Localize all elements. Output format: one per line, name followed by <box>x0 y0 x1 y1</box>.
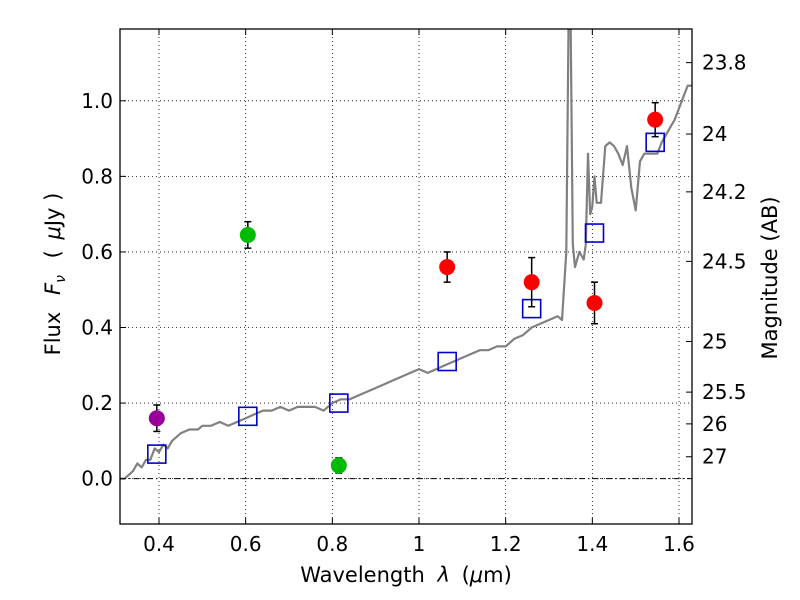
x-tick-label: 1.4 <box>576 532 608 556</box>
x-axis-label: Wavelength λ (μm) <box>300 563 512 587</box>
y2-tick-label: 23.8 <box>702 51 747 75</box>
y-tick-label: 1.0 <box>81 89 113 113</box>
x-tick-label: 1 <box>413 532 426 556</box>
y2-tick-label: 26 <box>702 412 727 436</box>
x-tick-label: 0.4 <box>143 532 175 556</box>
model-square-point <box>238 406 258 427</box>
model-square-point <box>437 351 457 372</box>
plot-area <box>120 29 692 480</box>
data-point <box>586 294 603 311</box>
x-tick-label: 0.6 <box>230 532 262 556</box>
x-tick-label: 1.2 <box>490 532 522 556</box>
spectrum-line <box>120 29 692 480</box>
y2-tick-label: 27 <box>702 445 727 469</box>
y2-tick-label: 25.5 <box>702 380 747 404</box>
data-point <box>330 457 347 474</box>
plot-frame <box>119 28 693 525</box>
y-axis: 0.0 0.2 0.4 0.6 0.8 1.0 <box>81 89 126 491</box>
x-axis: 0.4 0.6 0.8 1 1.2 1.4 1.6 <box>143 29 695 556</box>
x-tick-label: 0.8 <box>316 532 348 556</box>
model-square-point <box>584 223 605 243</box>
grid <box>120 29 692 524</box>
data-point <box>647 111 664 128</box>
y2-tick-label: 24 <box>702 122 727 146</box>
x-tick-label: 1.6 <box>663 532 695 556</box>
y-tick-label: 0.8 <box>81 164 113 188</box>
data-point <box>239 226 256 243</box>
model-square-point <box>329 393 349 413</box>
y-axis-label: Flux Fν ( μJy ) <box>41 193 70 356</box>
y-tick-label: 0.0 <box>81 467 113 491</box>
data-point <box>148 410 165 427</box>
data-point <box>439 259 456 276</box>
y2-axis-label: Magnitude (AB) <box>758 196 782 359</box>
y-tick-label: 0.4 <box>81 316 113 340</box>
y2-tick-label: 25 <box>702 329 727 353</box>
model-square-point <box>147 444 167 464</box>
y-tick-label: 0.6 <box>81 240 113 264</box>
y2-axis: 23.8 24 24.2 24.5 25 25.5 26 27 <box>686 51 747 469</box>
y2-tick-label: 24.2 <box>702 180 747 204</box>
y2-tick-label: 24.5 <box>702 249 747 273</box>
y-tick-label: 0.2 <box>81 391 113 415</box>
data-point <box>523 274 540 291</box>
